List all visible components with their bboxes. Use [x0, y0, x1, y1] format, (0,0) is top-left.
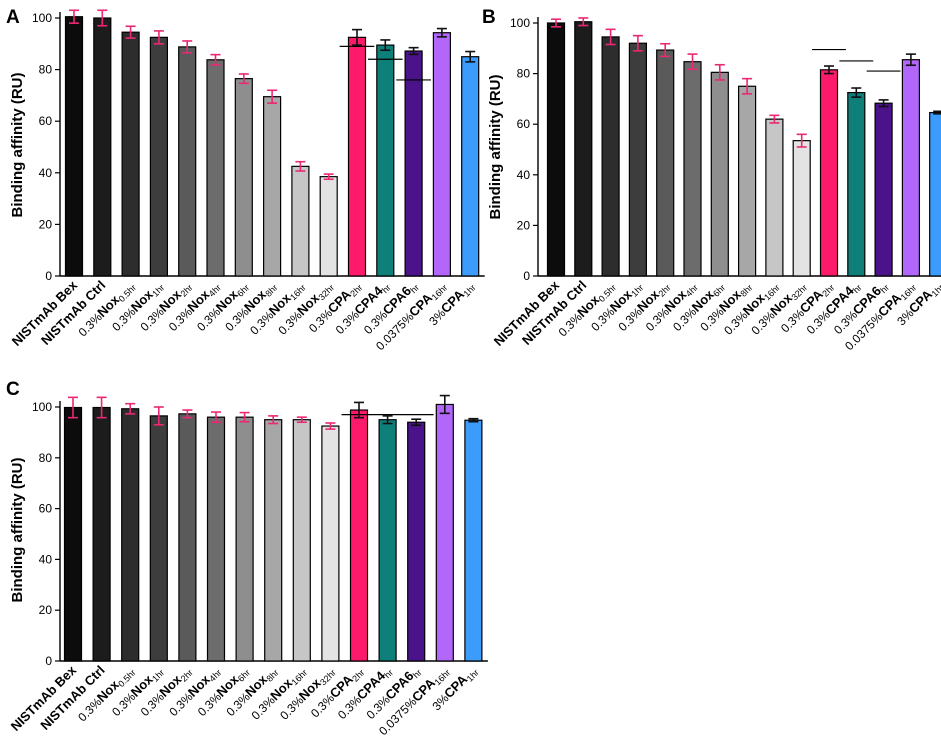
panel-c-y-tick-label: 60: [39, 502, 53, 516]
panel-c-bar: [349, 409, 369, 662]
panel-a-bar: [206, 59, 225, 277]
panel-b-bar: [847, 91, 866, 277]
panel-b-bar: [737, 85, 757, 277]
panel-a-bar: [93, 17, 112, 277]
panel-a-bar: [121, 31, 140, 277]
category-sub: 1hr: [929, 282, 941, 298]
panel-b-bar: [656, 49, 675, 277]
panel-c-y-tick-label: 20: [39, 603, 53, 617]
panel-b-bar: [710, 71, 729, 277]
panel-a-y-tick-label: 80: [39, 63, 53, 77]
panel-b-bar: [874, 102, 893, 277]
panel-a-bar: [461, 56, 480, 277]
panel-a-bar: [178, 46, 197, 277]
panel-a-letter: A: [6, 7, 20, 28]
panel-c-bar: [321, 425, 340, 662]
panel-a-category-label: 3%CPA1hr: [426, 278, 478, 330]
panel-b: B Binding affinity (RU) 020406080100NIST…: [482, 7, 941, 353]
panel-c: C Binding affinity (RU) 020406080100NIST…: [6, 379, 488, 738]
panel-b-y-tick-label: 0: [523, 269, 530, 283]
panel-c-y-axis-label: Binding affinity (RU): [9, 458, 26, 603]
panel-b-bar: [628, 42, 648, 277]
panel-c-bar: [292, 419, 311, 662]
panel-c-y-tick-label: 0: [45, 654, 52, 668]
panel-b-bar: [765, 118, 784, 277]
panel-b-y-tick-label: 20: [517, 218, 531, 232]
panel-a-bar: [64, 16, 84, 277]
panel-b-category-label: 0.3%Nox8hr: [697, 278, 755, 336]
panel-a-bar: [319, 176, 338, 277]
panel-b-bar: [601, 36, 620, 277]
panel-a-bar: [234, 78, 253, 277]
panel-a-y-tick-label: 100: [32, 11, 52, 25]
panel-a-y-axis-label: Binding affinity (RU): [9, 73, 26, 218]
panel-a-bar: [291, 165, 310, 277]
panel-a-y-tick-label: 20: [39, 217, 53, 231]
panel-c-bar: [464, 419, 483, 662]
panel-b-y-tick-label: 40: [517, 168, 531, 182]
panel-a-bar: [432, 32, 451, 277]
panel-c-bar: [121, 408, 140, 662]
panel-c-bar: [206, 416, 226, 662]
panel-a-y-tick-label: 60: [39, 114, 53, 128]
panel-c-bar: [63, 406, 83, 662]
panel-a-bar: [376, 44, 395, 277]
panel-b-bar: [683, 61, 702, 277]
panel-b-y-tick-label: 60: [517, 117, 531, 131]
panel-a-bar: [149, 36, 168, 277]
panel-a-bar: [347, 36, 367, 277]
panel-b-category-label: 0.3%CPA2hr: [777, 278, 836, 337]
panel-c-category-label: 3%CPA1hr: [429, 663, 481, 715]
panel-c-y-tick-label: 40: [39, 552, 53, 566]
panel-b-y-axis-label: Binding affinity (RU): [487, 75, 504, 220]
panel-c-bar: [149, 415, 168, 662]
panel-c-y-tick-label: 100: [32, 400, 52, 414]
panel-c-bar: [235, 416, 254, 662]
panel-a: A Binding affinity (RU) 020406080100NIST…: [6, 7, 485, 353]
panel-c-bar: [435, 403, 454, 662]
panel-c-bar: [407, 421, 426, 662]
panel-b-y-tick-label: 80: [517, 67, 531, 81]
panel-c-letter: C: [6, 379, 20, 400]
panel-b-bar: [819, 69, 839, 277]
panel-a-bar: [404, 50, 423, 277]
panel-b-bar: [792, 140, 811, 277]
panel-b-bar: [546, 22, 566, 277]
panel-c-y-tick-label: 80: [39, 451, 53, 465]
panel-b-letter: B: [482, 7, 496, 28]
panel-a-y-tick-label: 0: [45, 269, 52, 283]
panel-c-bar: [378, 419, 397, 662]
panel-b-bar: [574, 21, 593, 277]
panel-c-bar: [264, 419, 283, 662]
panel-a-y-tick-label: 40: [39, 166, 53, 180]
panel-b-y-tick-label: 100: [510, 16, 530, 30]
panel-c-bar: [178, 413, 197, 662]
panel-b-bar: [929, 111, 941, 277]
panel-a-bar: [263, 96, 282, 277]
panel-b-bar: [901, 59, 921, 277]
panel-c-bar: [92, 406, 111, 662]
